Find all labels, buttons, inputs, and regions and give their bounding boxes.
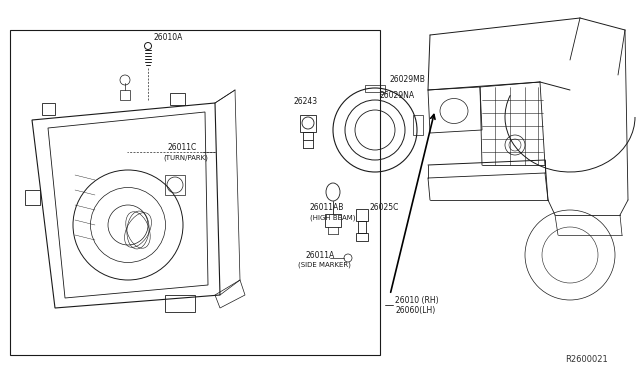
Text: 26011C: 26011C	[168, 144, 197, 153]
Text: 26010 (RH): 26010 (RH)	[395, 295, 438, 305]
Text: 26010A: 26010A	[153, 33, 182, 42]
Bar	[10, 30, 380, 355]
Text: 26029MB: 26029MB	[390, 76, 426, 84]
Text: 26025C: 26025C	[370, 203, 399, 212]
Text: (HIGH BEAM): (HIGH BEAM)	[310, 215, 355, 221]
Text: 26243: 26243	[293, 97, 317, 106]
Text: 26011A: 26011A	[305, 250, 334, 260]
Text: 26011AB: 26011AB	[310, 203, 344, 212]
Text: 26060(LH): 26060(LH)	[395, 307, 435, 315]
Text: 26029NA: 26029NA	[380, 92, 415, 100]
Text: R2600021: R2600021	[565, 356, 608, 365]
Text: (SIDE MARKER): (SIDE MARKER)	[298, 262, 351, 268]
Text: (TURN/PARK): (TURN/PARK)	[163, 155, 208, 161]
